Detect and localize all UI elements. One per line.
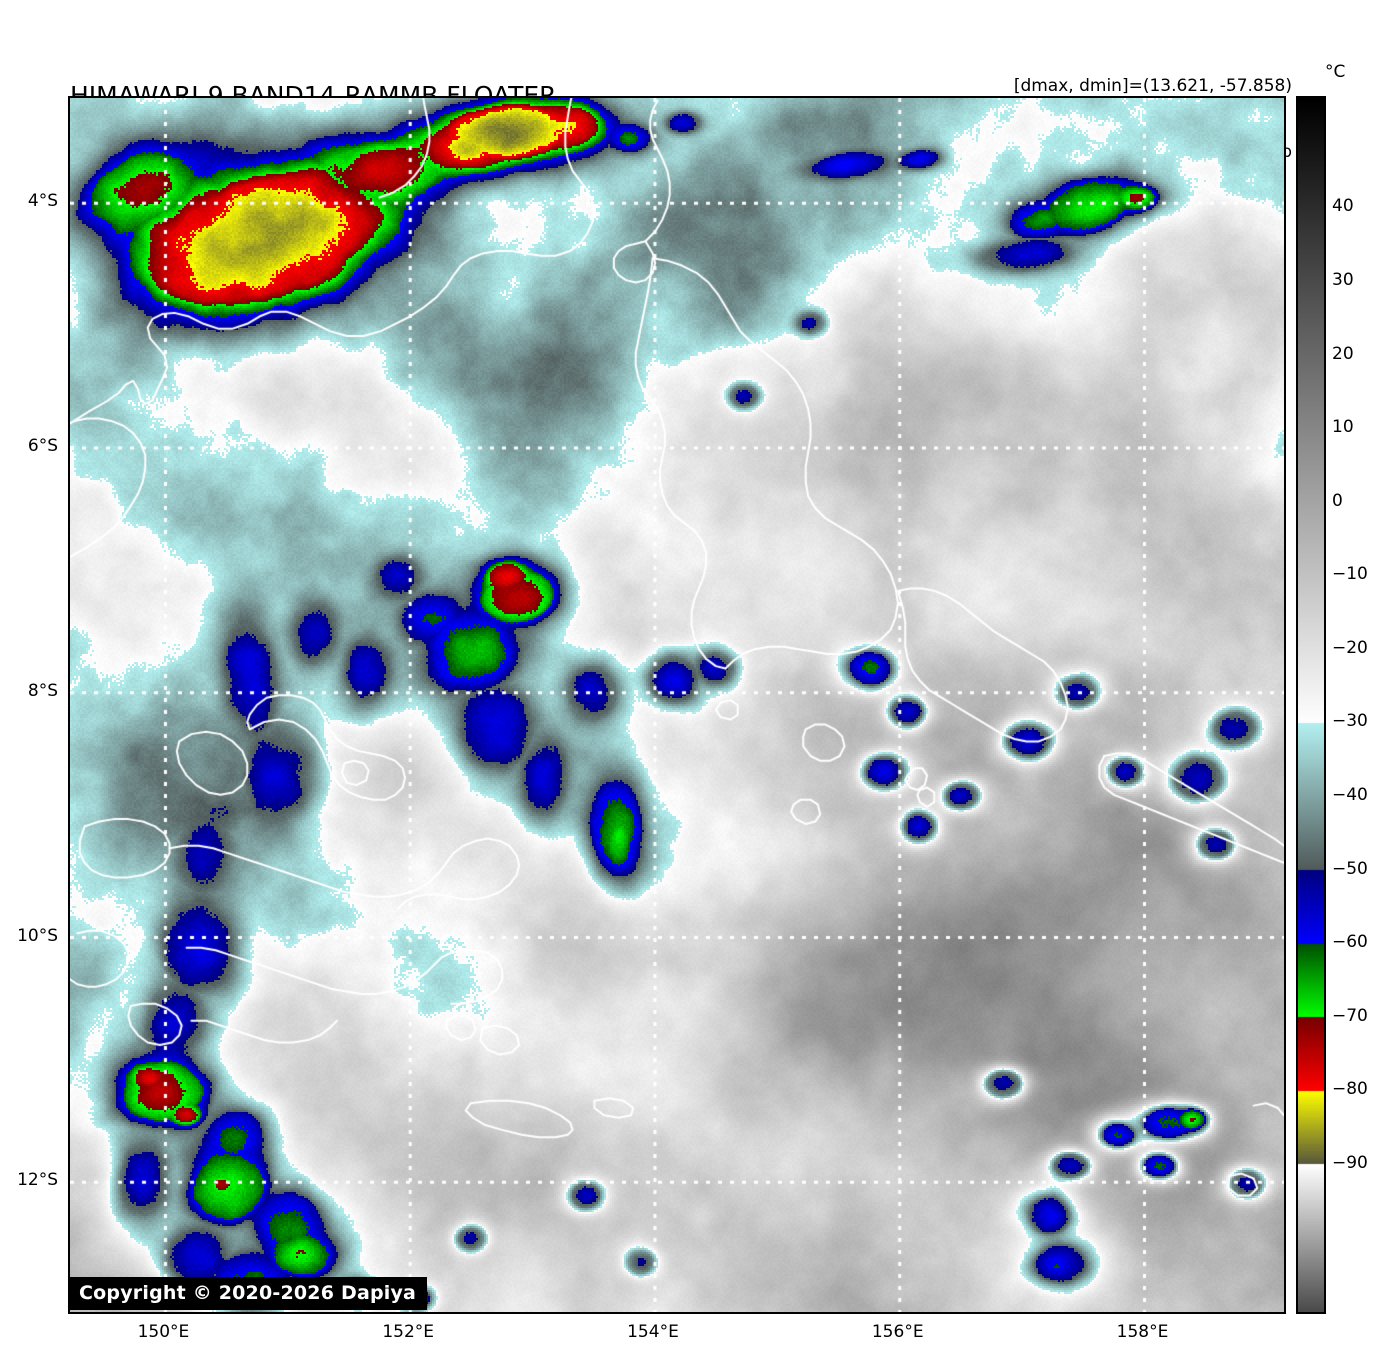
longitude-tick-label: 150°E: [137, 1322, 190, 1342]
latitude-tick-label: 8°S: [27, 680, 58, 701]
dmax-dmin-readout: [dmax, dmin]=(13.621, -57.858): [1013, 76, 1292, 96]
colorbar-tick-label: 20: [1332, 343, 1354, 364]
colorbar-unit-label: °C: [1325, 62, 1346, 82]
copyright-watermark: Copyright © 2020-2026 Dapiya: [68, 1277, 428, 1310]
colorbar-tick-label: −10: [1332, 564, 1368, 585]
temperature-colorbar[interactable]: [1296, 96, 1326, 1314]
colorbar-tick-label: −80: [1332, 1079, 1368, 1100]
colorbar-gradient: [1298, 98, 1324, 1312]
satellite-image-plot[interactable]: [68, 96, 1286, 1314]
latitude-tick-label: 6°S: [27, 436, 58, 456]
latitude-tick-label: 12°S: [17, 1170, 58, 1191]
longitude-tick-label: 154°E: [627, 1322, 679, 1342]
colorbar-tick-label: −40: [1332, 784, 1368, 805]
colorbar-tick-label: 40: [1332, 196, 1354, 217]
coastline-and-gridline-overlay: [70, 98, 1284, 1312]
latitude-tick-label: 4°S: [27, 191, 58, 212]
colorbar-tick-label: −60: [1332, 932, 1368, 953]
colorbar-tick-label: 10: [1332, 417, 1354, 438]
longitude-tick-label: 152°E: [382, 1322, 435, 1342]
colorbar-tick-label: 0: [1332, 490, 1343, 511]
colorbar-tick-label: −50: [1332, 858, 1368, 879]
colorbar-tick-label: −30: [1332, 711, 1368, 732]
colorbar-tick-label: −20: [1332, 637, 1368, 658]
colorbar-tick-label: 30: [1332, 269, 1354, 290]
colorbar-tick-label: −70: [1332, 1005, 1368, 1026]
longitude-tick-label: 156°E: [871, 1322, 924, 1342]
product-title: HIMAWARI-9 BAND14-RAMMB FLOATER: [70, 81, 557, 110]
latitude-tick-label: 10°S: [17, 925, 58, 946]
longitude-tick-label: 158°E: [1116, 1322, 1169, 1342]
colorbar-tick-label: −90: [1332, 1152, 1368, 1173]
